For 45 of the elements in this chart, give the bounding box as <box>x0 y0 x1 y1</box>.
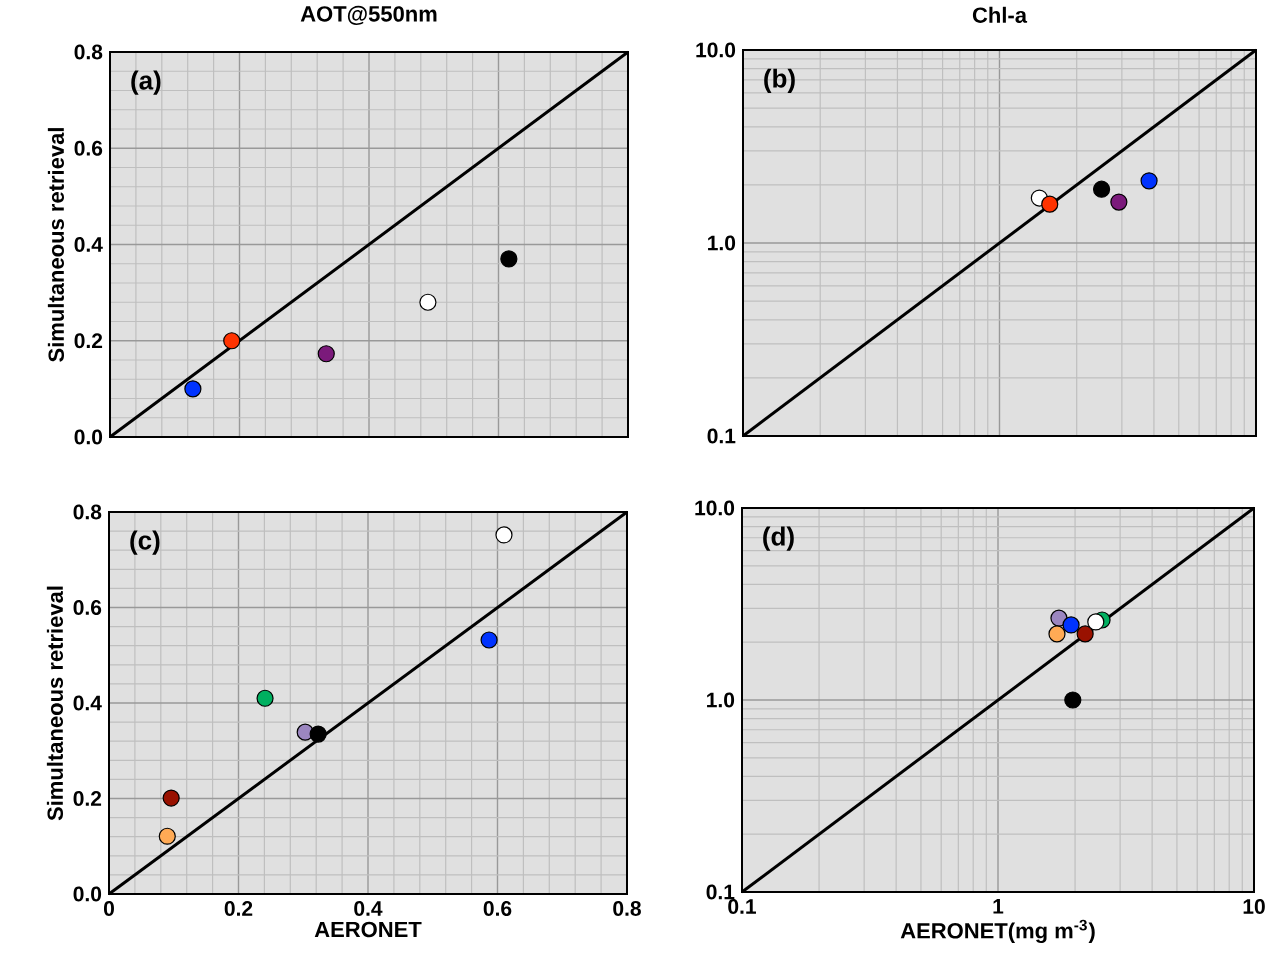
y-tick-label: 10.0 <box>696 42 736 58</box>
annotation: (d) <box>763 526 794 551</box>
y-axis-title: Simultaneous retrieval <box>47 128 65 362</box>
x-tick-label: 1 <box>993 899 1004 914</box>
y-tick-label: 0.2 <box>74 333 103 349</box>
annotation: (c) <box>130 530 160 555</box>
y-tick-label: 0.4 <box>74 237 103 252</box>
point <box>158 827 176 845</box>
y-tick-label: 0.4 <box>73 695 102 711</box>
y-tick-label: 0.2 <box>73 791 102 806</box>
y-tick-label: 10.0 <box>695 500 735 516</box>
annotation: (a) <box>131 70 161 95</box>
chart-title: AOT@550nm <box>300 5 437 25</box>
y-tick-label: 0.8 <box>73 504 102 520</box>
x-tick-label: 0 <box>103 901 114 916</box>
y-tick-label: 0.0 <box>74 429 103 445</box>
y-tick-label: 0.1 <box>706 884 735 900</box>
y-tick-label: 0.6 <box>73 600 102 615</box>
point <box>495 526 513 544</box>
y-tick-label: 0.0 <box>73 886 102 902</box>
point <box>317 345 335 363</box>
point <box>256 689 274 707</box>
point <box>162 789 180 807</box>
point <box>419 293 437 311</box>
x-tick-label: 0.2 <box>224 901 253 916</box>
y-tick-label: 1.0 <box>708 235 736 251</box>
point <box>184 380 202 398</box>
x-axis-title: AERONET(mg m$^{-3}$) <box>900 919 1095 944</box>
x-tick-label: 0.4 <box>354 901 383 916</box>
x-tick-label: 0.1 <box>728 899 756 914</box>
x-tick-label: 0.6 <box>483 901 512 916</box>
x-axis-title: AERONET <box>314 921 422 938</box>
y-tick-label: 0.6 <box>74 140 103 156</box>
x-tick-label: 0.8 <box>613 901 641 916</box>
x-tick-label: 10 <box>1243 899 1265 914</box>
chart-title: Chl-a <box>972 6 1028 23</box>
annotation: (b) <box>764 68 795 93</box>
y-tick-label: 0.8 <box>74 44 103 60</box>
y-tick-label: 1.0 <box>707 692 735 708</box>
point <box>223 332 241 350</box>
point <box>480 631 498 649</box>
y-axis-title: Simultaneous retrieval <box>46 586 64 821</box>
point <box>309 725 327 743</box>
y-tick-label: 0.1 <box>707 428 736 444</box>
point <box>500 250 518 268</box>
